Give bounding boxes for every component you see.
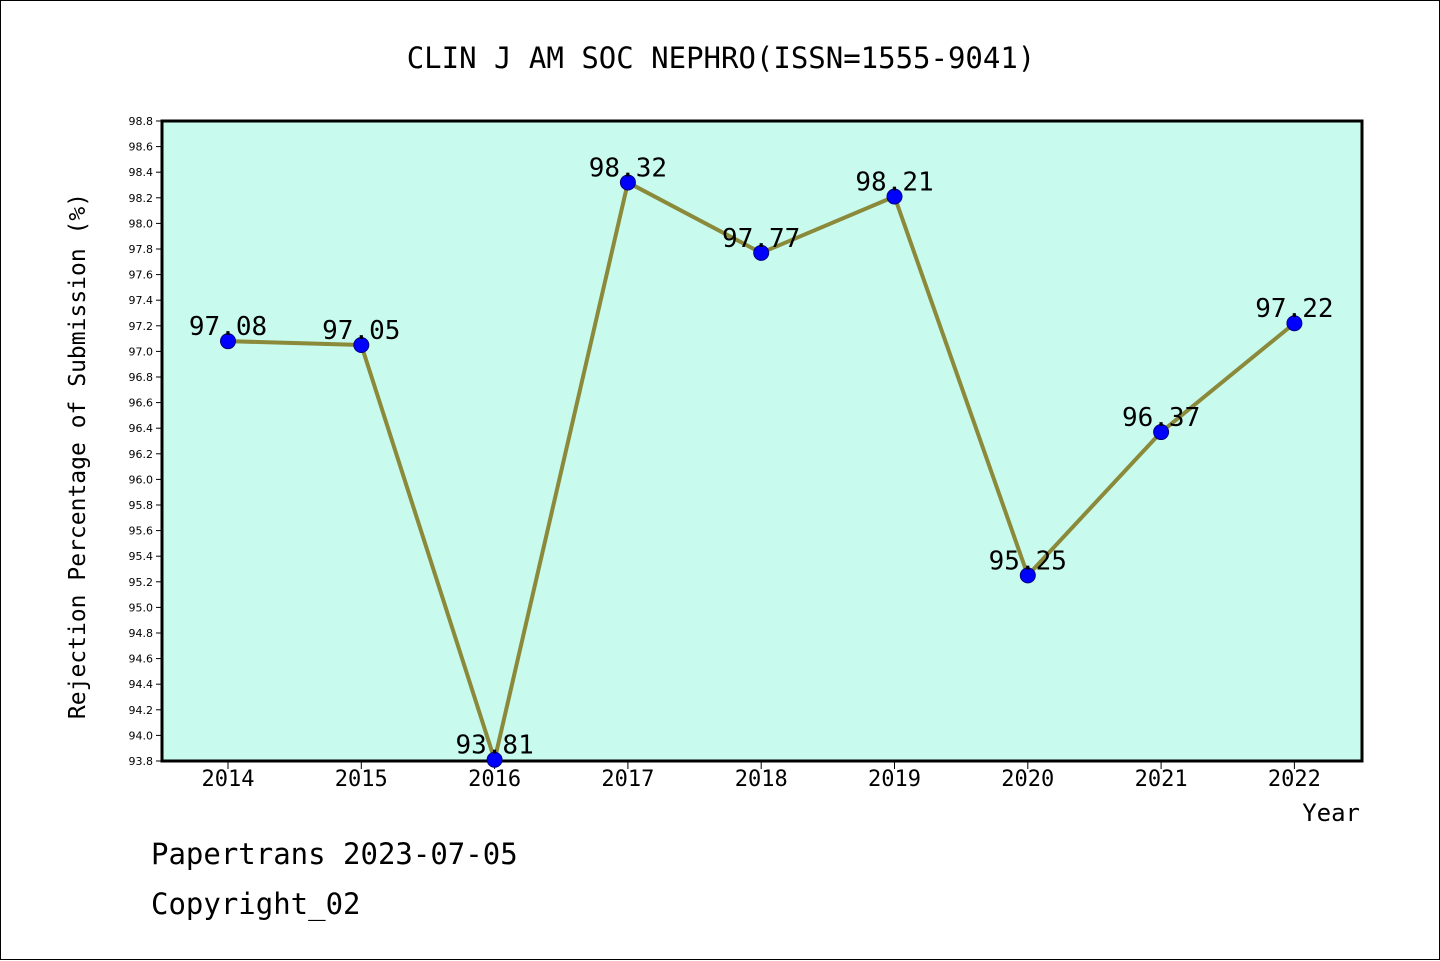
x-tick-label: 2016	[468, 767, 521, 792]
y-tick-label: 96.4	[129, 422, 154, 435]
y-tick-label: 97.6	[129, 269, 154, 282]
plot-area	[160, 119, 1364, 763]
y-tick-label: 93.8	[129, 755, 154, 768]
y-tick-label: 95.6	[129, 525, 154, 538]
y-tick-label: 95.8	[129, 499, 154, 512]
data-point-marker	[1286, 315, 1303, 332]
x-tick-label: 2017	[601, 767, 654, 792]
data-value-label: 97.05	[322, 316, 400, 346]
y-axis-label: Rejection Percentage of Submission (%)	[65, 193, 91, 719]
y-tick-label: 97.2	[129, 320, 154, 333]
data-value-label: 93.81	[455, 731, 533, 761]
x-tick-label: 2022	[1268, 767, 1321, 792]
y-tick-label: 95.4	[129, 550, 154, 563]
data-point-marker	[486, 751, 503, 768]
y-axis-ticks: 93.8 94.0 94.2 94.4 94.6 94.8 95.0 95.2 95.4 95.6…	[129, 115, 162, 768]
y-tick-label: 94.4	[129, 678, 154, 691]
chart-title: CLIN J AM SOC NEPHRO(ISSN=1555-9041)	[407, 41, 1036, 75]
y-tick-label: 94.8	[129, 627, 154, 640]
y-tick-label: 97.8	[129, 243, 154, 256]
data-value-label: 96.37	[1122, 403, 1200, 433]
series-layer: 97.08 97.05 93.81 98.32 97.77 98.21 95.25 96.37…	[189, 153, 1334, 768]
x-tick-label: 2019	[868, 767, 921, 792]
data-point-marker	[1019, 567, 1036, 584]
data-value-label: 95.25	[989, 546, 1067, 576]
x-axis-label: Year	[1302, 799, 1360, 827]
x-tick-label: 2015	[335, 767, 388, 792]
y-tick-label: 94.6	[129, 653, 154, 666]
x-tick-label: 2021	[1135, 767, 1188, 792]
data-point-marker	[886, 188, 903, 205]
y-tick-label: 97.4	[129, 294, 154, 307]
y-tick-label: 98.4	[129, 166, 154, 179]
y-tick-label: 98.0	[129, 217, 154, 230]
y-tick-label: 94.2	[129, 704, 154, 717]
data-value-label: 98.32	[589, 153, 667, 183]
data-value-label: 97.22	[1255, 294, 1333, 324]
x-tick-label: 2018	[735, 767, 788, 792]
data-value-label: 98.21	[855, 168, 933, 198]
y-tick-label: 97.0	[129, 345, 154, 358]
y-tick-label: 98.2	[129, 192, 154, 205]
x-tick-label: 2020	[1001, 767, 1054, 792]
data-point-marker	[353, 337, 370, 353]
y-tick-label: 96.8	[129, 371, 154, 384]
y-tick-label: 98.8	[129, 115, 154, 128]
y-tick-label: 98.6	[129, 141, 154, 154]
y-tick-label: 95.2	[129, 576, 154, 589]
y-tick-label: 95.0	[129, 601, 154, 614]
y-tick-label: 96.0	[129, 473, 154, 486]
footer-date-line: Papertrans 2023-07-05	[151, 837, 518, 871]
y-tick-label: 94.0	[129, 729, 154, 742]
data-value-label: 97.08	[189, 312, 267, 342]
footer-copyright-line: Copyright_02	[151, 887, 361, 921]
data-point-marker	[220, 333, 236, 350]
data-point-marker	[619, 174, 636, 191]
data-point-marker	[1153, 424, 1170, 441]
x-tick-label: 2014	[202, 767, 255, 792]
y-tick-label: 96.6	[129, 397, 154, 410]
data-point-marker	[753, 244, 770, 261]
x-axis-ticks: 2014 2015 2016 2017 2018 2019 2020 2021 2022	[202, 761, 1321, 792]
y-tick-label: 96.2	[129, 448, 154, 461]
data-value-label: 97.77	[722, 224, 800, 254]
